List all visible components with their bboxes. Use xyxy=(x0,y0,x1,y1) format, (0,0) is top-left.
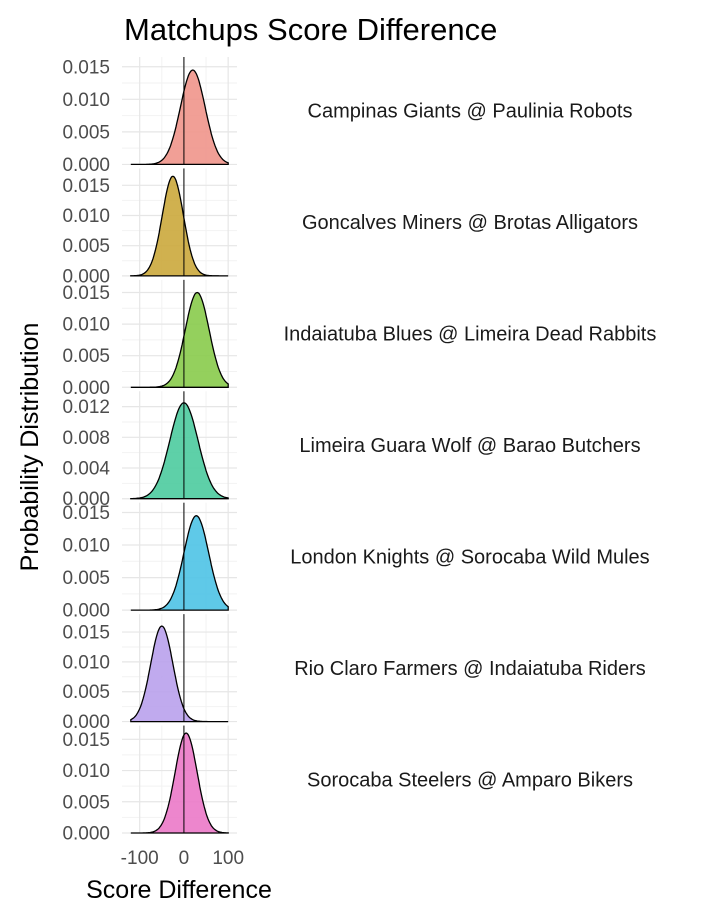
facet-panel: 0.000 0.005 0.010 0.015 London Knights @ Sor… xyxy=(62,502,650,622)
y-tick-label: 0.000 xyxy=(62,266,110,287)
y-tick-label: 0.000 xyxy=(62,824,110,845)
density-area xyxy=(130,175,229,277)
y-tick-label: 0.000 xyxy=(62,601,110,622)
density-area xyxy=(130,625,229,723)
y-tick-label: 0.005 xyxy=(62,568,110,589)
y-tick-label: 0.010 xyxy=(62,652,110,673)
y-tick-label: 0.015 xyxy=(62,283,110,304)
y-tick-label: 0.004 xyxy=(62,459,110,480)
y-tick-label: 0.005 xyxy=(62,682,110,703)
y-tick-label: 0.010 xyxy=(62,90,110,111)
x-tick-label: -100 xyxy=(121,848,159,869)
y-axis-title: Probability Distribution xyxy=(16,323,44,572)
density-area xyxy=(130,515,229,611)
y-tick-label: 0.015 xyxy=(62,623,110,644)
chart-title: Matchups Score Difference xyxy=(124,12,497,47)
facet-panel: 0.000 0.005 0.010 0.015 Sorocaba Steelers @ … xyxy=(62,725,633,845)
facet-panel: 0.000 0.005 0.010 0.015 Goncalves Miners @ B… xyxy=(62,168,638,287)
y-tick-label: 0.000 xyxy=(62,489,110,510)
facet-label: Indaiatuba Blues @ Limeira Dead Rabbits xyxy=(284,324,657,346)
facet-panel: 0.000 0.005 0.010 0.015 Rio Claro Farmers @ … xyxy=(62,614,646,733)
facet-label: London Knights @ Sorocaba Wild Mules xyxy=(290,546,649,568)
density-area xyxy=(130,732,229,834)
facet-panel: 0.000 0.005 0.010 0.015 Campinas Giants @ Pa… xyxy=(62,57,632,176)
y-tick-label: 0.012 xyxy=(62,397,110,418)
facet-panel: 0.000 0.004 0.008 0.012 Limeira Guara Wolf @… xyxy=(62,391,641,510)
y-tick-label: 0.008 xyxy=(62,428,110,449)
y-tick-label: 0.000 xyxy=(62,378,110,399)
density-area xyxy=(130,69,229,166)
y-tick-label: 0.005 xyxy=(62,236,110,257)
y-tick-label: 0.010 xyxy=(62,315,110,336)
y-tick-label: 0.000 xyxy=(62,155,110,176)
y-tick-label: 0.010 xyxy=(62,206,110,227)
y-tick-label: 0.015 xyxy=(62,57,110,78)
x-tick-label: 0 xyxy=(179,848,190,869)
density-area xyxy=(130,291,229,388)
facet-label: Goncalves Miners @ Brotas Alligators xyxy=(302,212,638,234)
y-tick-label: 0.015 xyxy=(62,176,110,197)
y-tick-label: 0.010 xyxy=(62,761,110,782)
y-tick-label: 0.015 xyxy=(62,503,110,524)
density-area xyxy=(130,402,229,500)
x-axis-title: Score Difference xyxy=(86,876,272,904)
y-tick-label: 0.005 xyxy=(62,122,110,143)
y-tick-label: 0.015 xyxy=(62,730,110,751)
x-axis: -100 0 100 xyxy=(121,848,244,869)
facet-label: Limeira Guara Wolf @ Barao Butchers xyxy=(299,435,640,457)
y-tick-label: 0.005 xyxy=(62,792,110,813)
x-tick-label: 100 xyxy=(212,848,244,869)
facet-panels: 0.000 0.005 0.010 0.015 Campinas Giants @ Pa… xyxy=(62,57,656,845)
y-tick-label: 0.010 xyxy=(62,536,110,557)
y-tick-label: 0.000 xyxy=(62,712,110,733)
facet-label: Sorocaba Steelers @ Amparo Bikers xyxy=(307,769,633,791)
facet-panel: 0.000 0.005 0.010 0.015 Indaiatuba Blues @ L… xyxy=(62,279,657,399)
y-tick-label: 0.005 xyxy=(62,346,110,367)
facet-label: Campinas Giants @ Paulinia Robots xyxy=(308,101,633,123)
facet-label: Rio Claro Farmers @ Indaiatuba Riders xyxy=(294,658,646,680)
